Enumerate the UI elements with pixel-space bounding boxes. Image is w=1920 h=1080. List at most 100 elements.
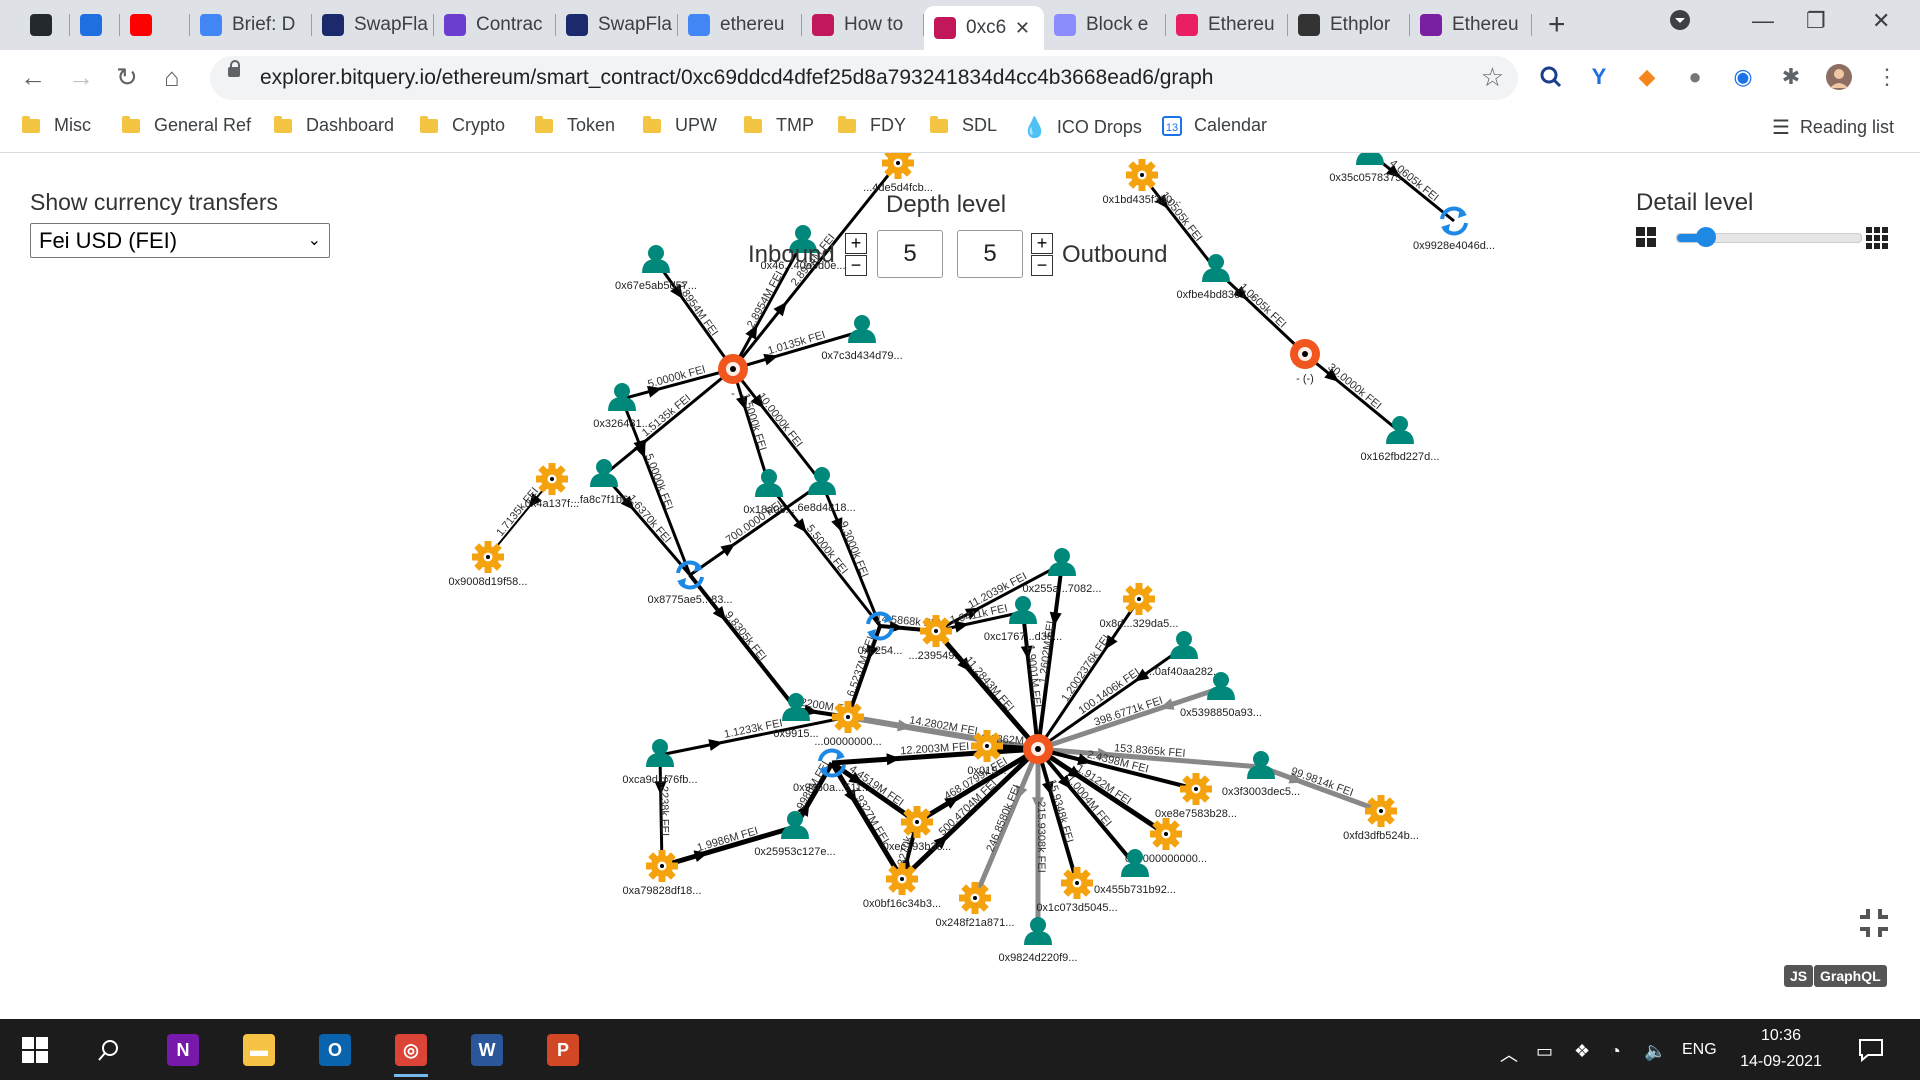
browser-menu-icon[interactable]: ⋮ [1876,64,1898,89]
notifications-icon[interactable] [1850,1029,1892,1071]
volume-icon[interactable]: 🔈 [1644,1041,1667,1061]
onenote-icon[interactable]: N [162,1029,204,1071]
address-node[interactable] [642,245,670,273]
search-extension-icon[interactable] [1538,64,1564,90]
edge[interactable] [731,368,771,486]
edge[interactable] [659,715,849,757]
bookmark-misc[interactable]: Misc [22,115,91,136]
restore-icon[interactable]: ❐ [1806,8,1826,33]
contract-node[interactable] [1180,773,1212,805]
address-node[interactable] [755,469,783,497]
bookmark-dashboard[interactable]: Dashboard [274,115,394,136]
swap-node[interactable] [1440,206,1468,236]
contract-node[interactable] [646,850,678,882]
tab-7[interactable]: SwapFla [556,6,678,44]
swap-node[interactable] [818,748,846,778]
swap-node[interactable] [866,611,894,641]
edge[interactable] [1304,352,1401,434]
edge[interactable] [654,260,735,370]
edge[interactable] [1260,764,1382,814]
wifi-icon[interactable]: ◔ [1610,1041,1621,1061]
address-node[interactable] [608,383,636,411]
edge[interactable] [1037,645,1185,751]
edge[interactable] [1037,685,1222,752]
edge[interactable] [767,484,882,627]
edge[interactable] [621,367,734,401]
graphql-button[interactable]: GraphQL [1814,965,1887,987]
bookmark-crypto[interactable]: Crypto [420,115,505,136]
bitquery-extension-icon[interactable]: Y [1591,64,1607,89]
edge[interactable] [1036,563,1064,750]
address-node[interactable] [1247,751,1275,779]
tab-6[interactable]: Contrac [434,6,556,44]
close-window-icon[interactable]: ✕ [1872,8,1891,33]
tab-5[interactable]: SwapFla [312,6,434,44]
tab-8[interactable]: ethereu [678,6,802,44]
edge[interactable] [829,761,905,881]
contract-node[interactable] [882,153,914,179]
edge[interactable] [731,368,824,484]
windows-start-icon[interactable] [14,1029,56,1071]
edge[interactable] [732,329,863,371]
edge[interactable] [1021,611,1040,750]
slider-thumb[interactable] [1696,227,1717,247]
contract-node[interactable] [472,541,504,573]
edge[interactable] [661,824,796,869]
edge[interactable] [1140,174,1218,271]
url-text[interactable]: explorer.bitquery.io/ethereum/smart_cont… [260,66,1214,89]
address-node[interactable] [781,811,809,839]
bookmark-general-ref[interactable]: General Ref [122,115,251,136]
address-node[interactable] [1356,153,1384,165]
tab-9[interactable]: How to [802,6,924,44]
address-node[interactable] [1009,596,1037,624]
tab-10[interactable]: 0xc6 ✕ [924,6,1044,50]
new-tab-button[interactable]: + [1548,8,1566,41]
contract-node[interactable] [832,701,864,733]
edge[interactable] [831,746,1039,766]
edge[interactable] [1037,746,1262,770]
edge[interactable] [602,474,692,576]
address-node[interactable] [848,315,876,343]
language-indicator[interactable]: ENG [1682,1041,1717,1058]
edge[interactable] [915,746,1040,825]
edge[interactable] [972,748,1041,899]
battery-icon[interactable]: ▭ [1536,1041,1554,1061]
bookmark-upw[interactable]: UPW [643,115,717,136]
currency-select[interactable]: Fei USD (FEI) ⌄ [30,223,330,258]
bookmark-calendar[interactable]: 13 Calendar [1162,115,1267,136]
detail-level-slider[interactable] [1676,227,1862,247]
bookmark-token[interactable]: Token [535,115,615,136]
reading-list-button[interactable]: ☰ Reading list [1772,115,1894,140]
contract-node[interactable] [1150,818,1182,850]
metamask-icon[interactable]: ◆ [1638,64,1656,89]
token-contract-node[interactable] [718,354,748,384]
contract-node[interactable] [901,806,933,838]
address-node[interactable] [1386,416,1414,444]
edge[interactable] [689,481,823,577]
word-icon[interactable]: W [466,1029,508,1071]
edge[interactable] [830,760,919,825]
chrome-icon[interactable]: ◎ [390,1029,432,1077]
collapse-fullscreen-icon[interactable] [1856,905,1892,941]
outlook-icon[interactable]: O [314,1029,356,1071]
edge[interactable] [847,714,1039,752]
reload-icon[interactable]: ↻ [116,62,138,92]
contract-node[interactable] [1365,795,1397,827]
tab-search-icon[interactable] [1668,8,1692,38]
edge[interactable] [1036,746,1168,837]
address-node[interactable] [1048,548,1076,576]
contract-node[interactable] [1123,583,1155,615]
grid-high-detail-icon[interactable] [1866,227,1888,249]
token-contract-node[interactable] [1290,339,1320,369]
edge[interactable] [658,754,664,867]
outbound-plus-button[interactable]: + [1031,233,1053,254]
show-hidden-icons-icon[interactable]: ︿ [1500,1045,1518,1065]
edge[interactable] [1214,268,1307,356]
edge[interactable] [731,162,900,370]
powerpoint-icon[interactable]: P [542,1029,584,1071]
profile-avatar[interactable] [1826,64,1852,90]
bookmark-star-icon[interactable]: ☆ [1480,62,1504,92]
back-icon[interactable]: ← [20,62,46,92]
lock-icon[interactable] [228,60,240,77]
